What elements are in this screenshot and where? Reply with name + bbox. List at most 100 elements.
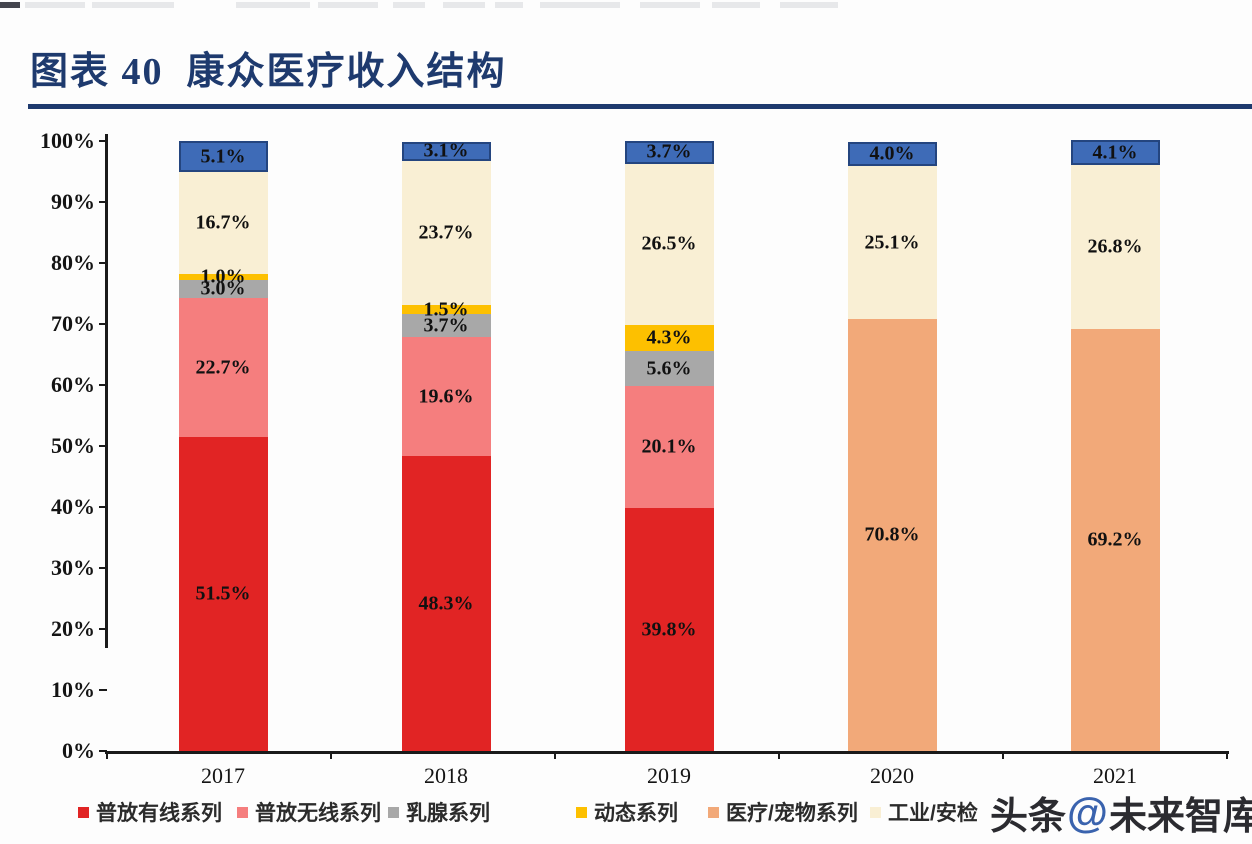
watermark-suffix: 未来智库 [1108,796,1252,838]
legend-item: 工业/安检 [870,795,978,829]
bar-segment [624,351,714,386]
legend-label: 普放无线系列 [255,802,381,825]
legend-item: 动态系列 [576,795,678,829]
legend-swatch [388,806,399,818]
legend-label: 动态系列 [594,802,678,825]
bar-label: 3.1% [423,139,469,162]
y-tick-label: 20% [51,616,95,641]
legend-swatch [78,806,89,818]
legend-item: 乳腺系列 [388,795,490,829]
legend-swatch [237,806,248,818]
y-tick-label: 100% [40,128,95,153]
legend-swatch [870,806,881,818]
watermark-prefix: 头条 [990,796,1067,838]
legend-item: 普放无线系列 [237,795,381,829]
bar-label: 19.6% [418,385,474,408]
x-tick [330,751,332,759]
bar-segment [847,166,937,320]
bar-label: 48.3% [418,592,474,615]
bar-label: 51.5% [195,582,251,605]
top-edge-dash [236,2,310,8]
legend-item: 医疗/宠物系列 [708,795,858,829]
category-label: 2018 [424,763,468,788]
bar-segment [847,319,937,751]
bar-segment [178,298,268,437]
y-tick [99,201,107,203]
bar-label: 5.6% [646,357,692,380]
bar-label: 4.0% [869,142,915,165]
x-tick [554,751,556,759]
y-tick [99,506,107,508]
top-edge-dash [92,2,174,8]
title-divider [28,104,1252,109]
y-tick [99,323,107,325]
category-label: 2017 [201,763,245,788]
y-tick [99,384,107,386]
bar-segment [624,163,714,326]
y-tick-label: 80% [51,250,95,275]
top-edge-dash [318,2,378,8]
page-title: 图表 40 康众医疗收入结构 [30,51,507,93]
bar-label: 3.7% [423,314,469,337]
top-edge-dash [393,2,425,8]
x-tick [1002,751,1004,759]
bar-label: 25.1% [864,231,920,254]
y-tick-label: 90% [51,189,95,214]
bar-segment [1070,140,1160,166]
bar-segment [401,456,491,751]
y-tick [99,750,107,752]
top-edge-dash [780,2,838,8]
bar-segment [401,305,491,315]
x-tick [778,751,780,759]
y-tick-label: 60% [51,372,95,397]
stacked-bar-chart: 0% 10% 20% 30% 40% 50% 60% 70% 80% 90% 100% 51.5% 2… [0,120,1252,810]
y-axis [105,134,108,648]
y-tick [99,567,107,569]
bar-label: 3.7% [646,140,692,163]
bar-label: 23.7% [418,221,474,244]
bar-segment [178,436,268,751]
bar-segment [401,160,491,306]
bar-segment [401,336,491,457]
bar-segment [178,172,268,274]
bar-label: 5.1% [200,145,246,168]
category-label: 2021 [1093,763,1137,788]
bar-label: 4.3% [646,326,692,349]
bar-label: 39.8% [641,618,697,641]
bar-label: 26.5% [641,232,697,255]
y-tick [99,689,107,691]
bar-segment [178,280,268,299]
y-tick [99,445,107,447]
legend-label: 乳腺系列 [406,802,490,825]
y-tick-label: 50% [51,433,95,458]
bar-segment [847,141,937,166]
top-edge-dash [712,2,760,8]
bar-segment [178,273,268,281]
top-edge-dash [640,2,700,8]
top-edge-dash [443,2,485,8]
bar-segment [624,385,714,509]
bar-label: 70.8% [864,523,920,546]
bar-label: 20.1% [641,435,697,458]
bar-label: 3.0% [200,277,246,300]
bar-label: 16.7% [195,211,251,234]
x-tick [1226,751,1228,759]
bar-segment [1070,165,1160,329]
watermark: 头条 @ 未来智库 [990,785,1252,840]
y-tick-label: 10% [51,677,95,702]
y-tick [99,628,107,630]
bar-segment [401,141,491,161]
legend-label: 医疗/宠物系列 [726,802,858,825]
y-tick [99,262,107,264]
legend-label: 工业/安检 [888,802,978,825]
bar-segment [624,141,714,164]
bar-label: 26.8% [1087,235,1143,258]
bar-segment [624,325,714,352]
y-tick [99,140,107,142]
y-tick-label: 0% [62,738,95,763]
bar-segment [1070,328,1160,751]
bar-label: 4.1% [1092,141,1138,164]
chart-legend: 普放有线系列 普放无线系列 乳腺系列 动态系列 医疗/宠物系列 工业/安检 [0,795,1252,835]
watermark-at-icon: @ [1067,788,1108,836]
x-axis [105,751,1229,754]
